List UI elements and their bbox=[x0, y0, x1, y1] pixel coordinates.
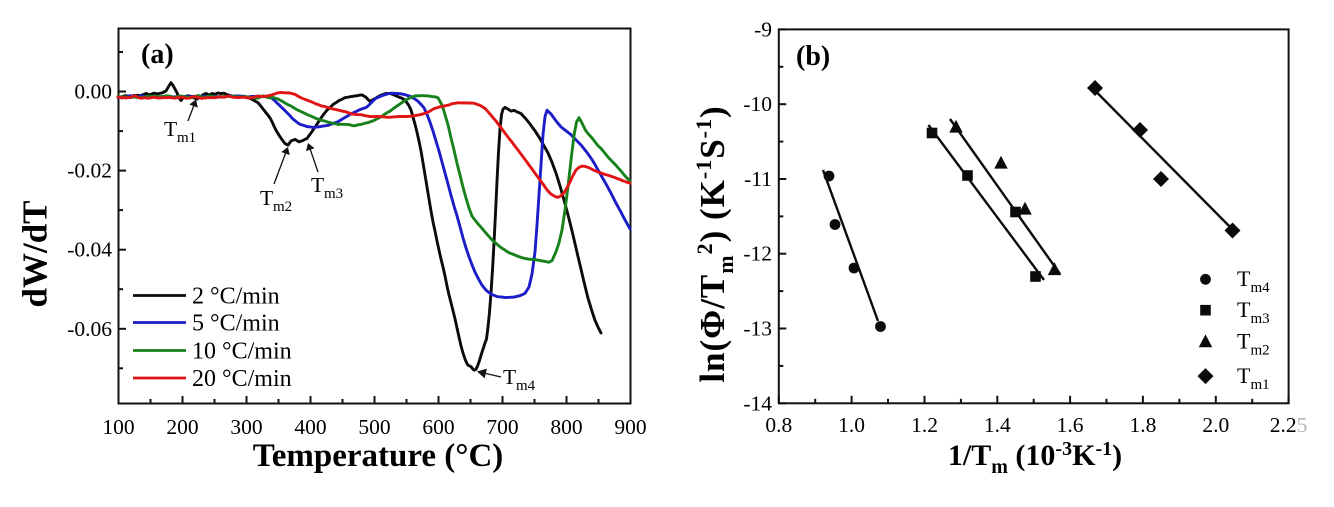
svg-text:T: T bbox=[503, 365, 516, 389]
svg-text:1.8: 1.8 bbox=[1129, 413, 1156, 437]
svg-text:-11: -11 bbox=[744, 167, 772, 191]
svg-text:T: T bbox=[1237, 297, 1251, 322]
svg-text:500: 500 bbox=[358, 415, 390, 439]
svg-text:Temperature (°C): Temperature (°C) bbox=[253, 438, 504, 474]
svg-text:2 °C/min: 2 °C/min bbox=[192, 284, 280, 310]
svg-text:1.4: 1.4 bbox=[984, 413, 1011, 437]
svg-text:600: 600 bbox=[422, 415, 454, 439]
svg-text:-0.04: -0.04 bbox=[67, 238, 112, 262]
svg-text:m4: m4 bbox=[516, 378, 536, 394]
svg-text:900: 900 bbox=[614, 415, 646, 439]
svg-text:T: T bbox=[164, 117, 177, 141]
svg-text:20 °C/min: 20 °C/min bbox=[192, 366, 292, 392]
svg-text:dW/dT: dW/dT bbox=[16, 201, 55, 308]
svg-text:400: 400 bbox=[294, 415, 326, 439]
svg-text:m2: m2 bbox=[1251, 343, 1270, 359]
svg-text:800: 800 bbox=[550, 415, 582, 439]
svg-text:-14: -14 bbox=[743, 391, 772, 415]
svg-text:m3: m3 bbox=[1251, 311, 1270, 327]
svg-text:200: 200 bbox=[166, 415, 198, 439]
svg-text:m2: m2 bbox=[273, 199, 292, 215]
svg-text:2.0: 2.0 bbox=[1202, 413, 1229, 437]
svg-text:300: 300 bbox=[230, 415, 262, 439]
svg-text:m4: m4 bbox=[1251, 280, 1271, 296]
svg-text:m3: m3 bbox=[324, 186, 343, 202]
svg-text:-9: -9 bbox=[754, 17, 772, 41]
svg-text:100: 100 bbox=[102, 415, 134, 439]
svg-text:m1: m1 bbox=[1251, 377, 1270, 393]
svg-text:T: T bbox=[260, 186, 273, 210]
svg-text:10 °C/min: 10 °C/min bbox=[192, 339, 292, 365]
svg-text:-10: -10 bbox=[743, 92, 772, 116]
svg-text:-0.06: -0.06 bbox=[67, 317, 112, 341]
svg-text:2.25: 2.25 bbox=[1270, 413, 1308, 437]
svg-text:1/Tm (10-3K-1): 1/Tm (10-3K-1) bbox=[948, 438, 1122, 478]
svg-text:(b): (b) bbox=[796, 41, 830, 72]
svg-text:m1: m1 bbox=[177, 130, 196, 146]
svg-text:0.8: 0.8 bbox=[765, 413, 792, 437]
svg-text:-12: -12 bbox=[743, 242, 772, 266]
svg-text:-0.02: -0.02 bbox=[67, 159, 112, 183]
svg-text:0.00: 0.00 bbox=[74, 80, 112, 104]
svg-text:700: 700 bbox=[486, 415, 518, 439]
svg-text:T: T bbox=[1237, 363, 1251, 388]
svg-text:(a): (a) bbox=[141, 39, 174, 70]
svg-text:1.2: 1.2 bbox=[911, 413, 938, 437]
svg-text:T: T bbox=[1237, 266, 1251, 291]
svg-text:-13: -13 bbox=[743, 317, 772, 341]
svg-text:1.6: 1.6 bbox=[1057, 413, 1084, 437]
svg-text:1.0: 1.0 bbox=[838, 413, 865, 437]
svg-text:5 °C/min: 5 °C/min bbox=[192, 311, 280, 337]
svg-text:T: T bbox=[1237, 329, 1251, 354]
svg-text:T: T bbox=[311, 173, 324, 197]
